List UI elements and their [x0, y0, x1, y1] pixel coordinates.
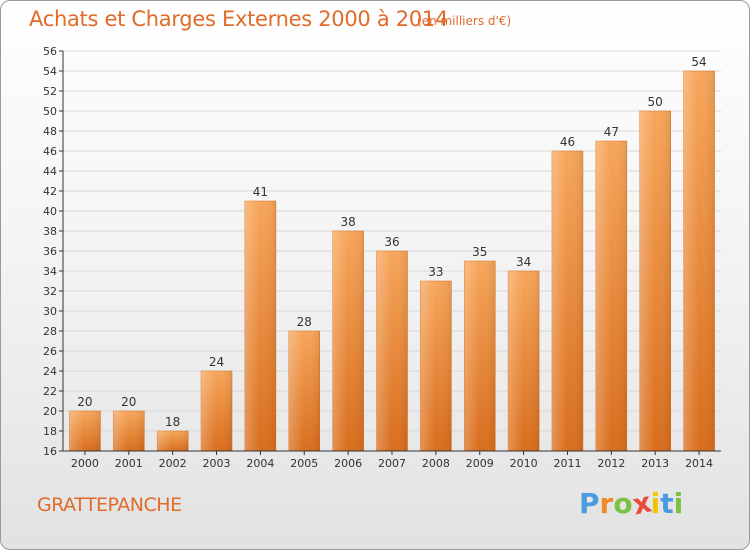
y-tick-label: 16 — [43, 445, 57, 458]
data-label: 20 — [121, 395, 136, 409]
x-tick-label: 2008 — [422, 457, 450, 470]
bar-shade-2013 — [639, 111, 671, 451]
logo-letter: P — [579, 487, 600, 520]
y-tick-label: 36 — [43, 245, 57, 258]
bar-shade-2005 — [288, 331, 320, 451]
logo-letter: t — [660, 487, 674, 520]
bar-shade-2012 — [595, 141, 627, 451]
y-tick-label: 22 — [43, 385, 57, 398]
data-label: 20 — [77, 395, 92, 409]
y-tick-label: 44 — [43, 165, 57, 178]
logo-letter: i — [673, 487, 684, 520]
data-label: 24 — [209, 355, 224, 369]
x-tick-label: 2007 — [378, 457, 406, 470]
x-tick-label: 2000 — [71, 457, 99, 470]
bar-shade-2010 — [508, 271, 540, 451]
x-tick-label: 2014 — [685, 457, 713, 470]
x-tick-label: 2012 — [597, 457, 625, 470]
y-tick-label: 24 — [43, 365, 57, 378]
x-tick-label: 2002 — [159, 457, 187, 470]
data-label: 33 — [428, 265, 443, 279]
chart-unit: (en milliers d'€) — [417, 14, 512, 28]
y-tick-label: 34 — [43, 265, 57, 278]
bar-shade-2007 — [376, 251, 408, 451]
commune-name: GRATTEPANCHE — [37, 494, 182, 516]
y-tick-label: 42 — [43, 185, 57, 198]
data-label: 36 — [384, 235, 399, 249]
chart-title: Achats et Charges Externes 2000 à 2014 — [29, 7, 449, 31]
y-tick-label: 30 — [43, 305, 57, 318]
x-tick-label: 2006 — [334, 457, 362, 470]
y-tick-label: 50 — [43, 105, 57, 118]
data-label: 38 — [340, 215, 355, 229]
bars: 20 20 18 24 41 28 38 36 33 35 34 46 47 50 54 — [69, 55, 715, 452]
data-label: 41 — [253, 185, 268, 199]
bar-shade-2006 — [332, 231, 364, 451]
x-tick-label: 2005 — [290, 457, 318, 470]
bar-shade-2008 — [420, 281, 452, 451]
bar-shade-2002 — [157, 431, 189, 451]
y-tick-label: 26 — [43, 345, 57, 358]
bar-shade-2000 — [69, 411, 101, 451]
y-tick-label: 48 — [43, 125, 57, 138]
data-label: 28 — [297, 315, 312, 329]
data-label: 35 — [472, 245, 487, 259]
axes: 16 18 20 22 24 26 28 30 32 34 36 38 40 42 44 46 48 50 52 54… — [43, 45, 721, 470]
y-tick-label: 54 — [43, 65, 57, 78]
x-tick-label: 2010 — [510, 457, 538, 470]
y-tick-label: 20 — [43, 405, 57, 418]
x-tick-label: 2013 — [641, 457, 669, 470]
y-tick-label: 46 — [43, 145, 57, 158]
bar-shade-2001 — [113, 411, 145, 451]
data-label: 18 — [165, 415, 180, 429]
y-tick-label: 38 — [43, 225, 57, 238]
x-tick-label: 2001 — [115, 457, 143, 470]
x-tick-label: 2009 — [466, 457, 494, 470]
y-tick-label: 28 — [43, 325, 57, 338]
y-tick-label: 52 — [43, 85, 57, 98]
data-label: 34 — [516, 255, 531, 269]
data-label: 46 — [560, 135, 575, 149]
y-tick-label: 56 — [43, 45, 57, 58]
logo-letter: i — [650, 487, 661, 520]
bar-shade-2009 — [464, 261, 496, 451]
data-label: 47 — [604, 125, 619, 139]
proxiti-logo: Proxiti — [579, 485, 684, 521]
bar-shade-2014 — [683, 71, 715, 451]
y-tick-label: 32 — [43, 285, 57, 298]
data-label: 54 — [691, 55, 706, 69]
bar-shade-2011 — [551, 151, 583, 451]
x-tick-label: 2003 — [203, 457, 231, 470]
y-tick-label: 18 — [43, 425, 57, 438]
logo-letter: o — [613, 487, 633, 520]
data-label: 50 — [648, 95, 663, 109]
y-tick-label: 40 — [43, 205, 57, 218]
x-tick-label: 2004 — [246, 457, 274, 470]
bar-shade-2004 — [244, 201, 276, 451]
logo-letter: r — [599, 487, 614, 520]
x-tick-label: 2011 — [553, 457, 581, 470]
bar-shade-2003 — [201, 371, 233, 451]
